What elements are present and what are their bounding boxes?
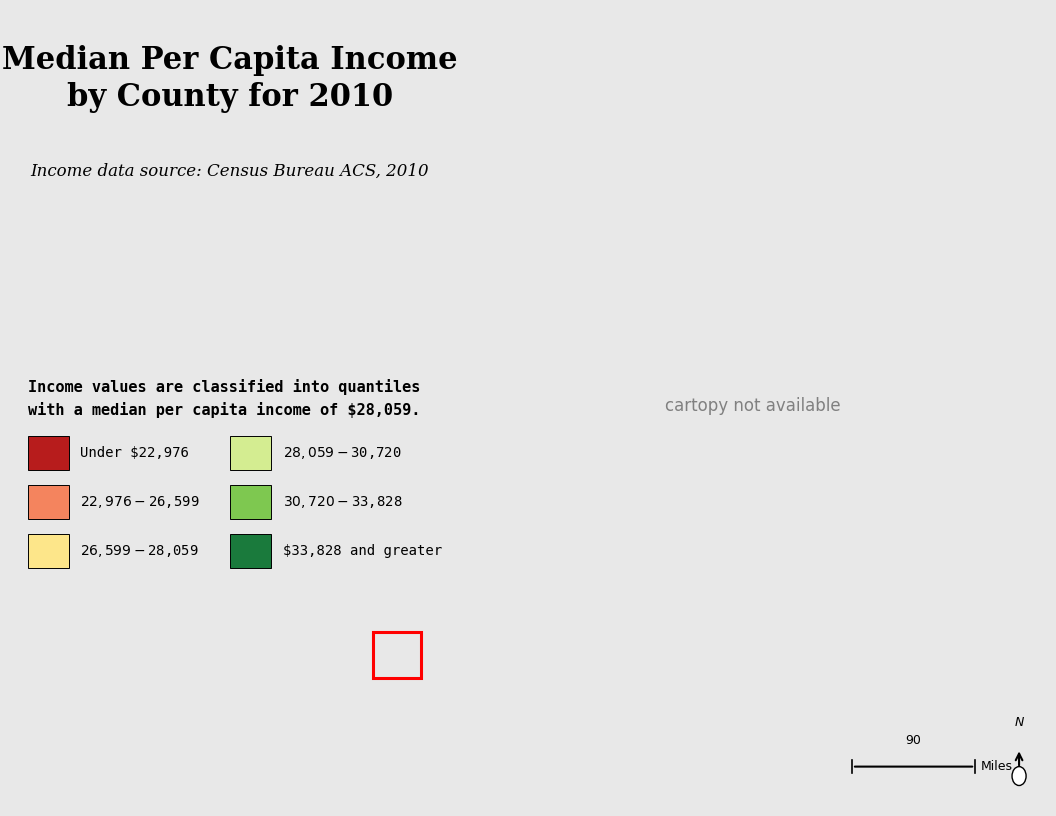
Bar <box>230 534 271 568</box>
Text: cartopy not available: cartopy not available <box>664 397 841 415</box>
Bar <box>27 534 69 568</box>
Bar <box>27 436 69 470</box>
Bar <box>230 436 271 470</box>
Text: Miles: Miles <box>981 761 1013 773</box>
Text: Under $22,976: Under $22,976 <box>80 446 189 460</box>
Bar <box>27 485 69 519</box>
Text: N: N <box>1015 716 1023 729</box>
Circle shape <box>1012 766 1026 786</box>
Text: 90: 90 <box>906 734 922 747</box>
Text: $33,828 and greater: $33,828 and greater <box>283 543 441 558</box>
Text: $28,059 - $30,720: $28,059 - $30,720 <box>283 445 401 461</box>
Text: $30,720 - $33,828: $30,720 - $33,828 <box>283 494 402 510</box>
Text: $26,599 - $28,059: $26,599 - $28,059 <box>80 543 200 559</box>
Text: Income data source: Census Bureau ACS, 2010: Income data source: Census Bureau ACS, 2… <box>31 163 429 180</box>
Text: Income values are classified into quantiles
with a median per capita income of $: Income values are classified into quanti… <box>27 379 420 418</box>
Bar <box>230 485 271 519</box>
Text: Median Per Capita Income
by County for 2010: Median Per Capita Income by County for 2… <box>2 45 457 113</box>
Text: $22,976 - $26,599: $22,976 - $26,599 <box>80 494 200 510</box>
Bar <box>373 632 421 678</box>
